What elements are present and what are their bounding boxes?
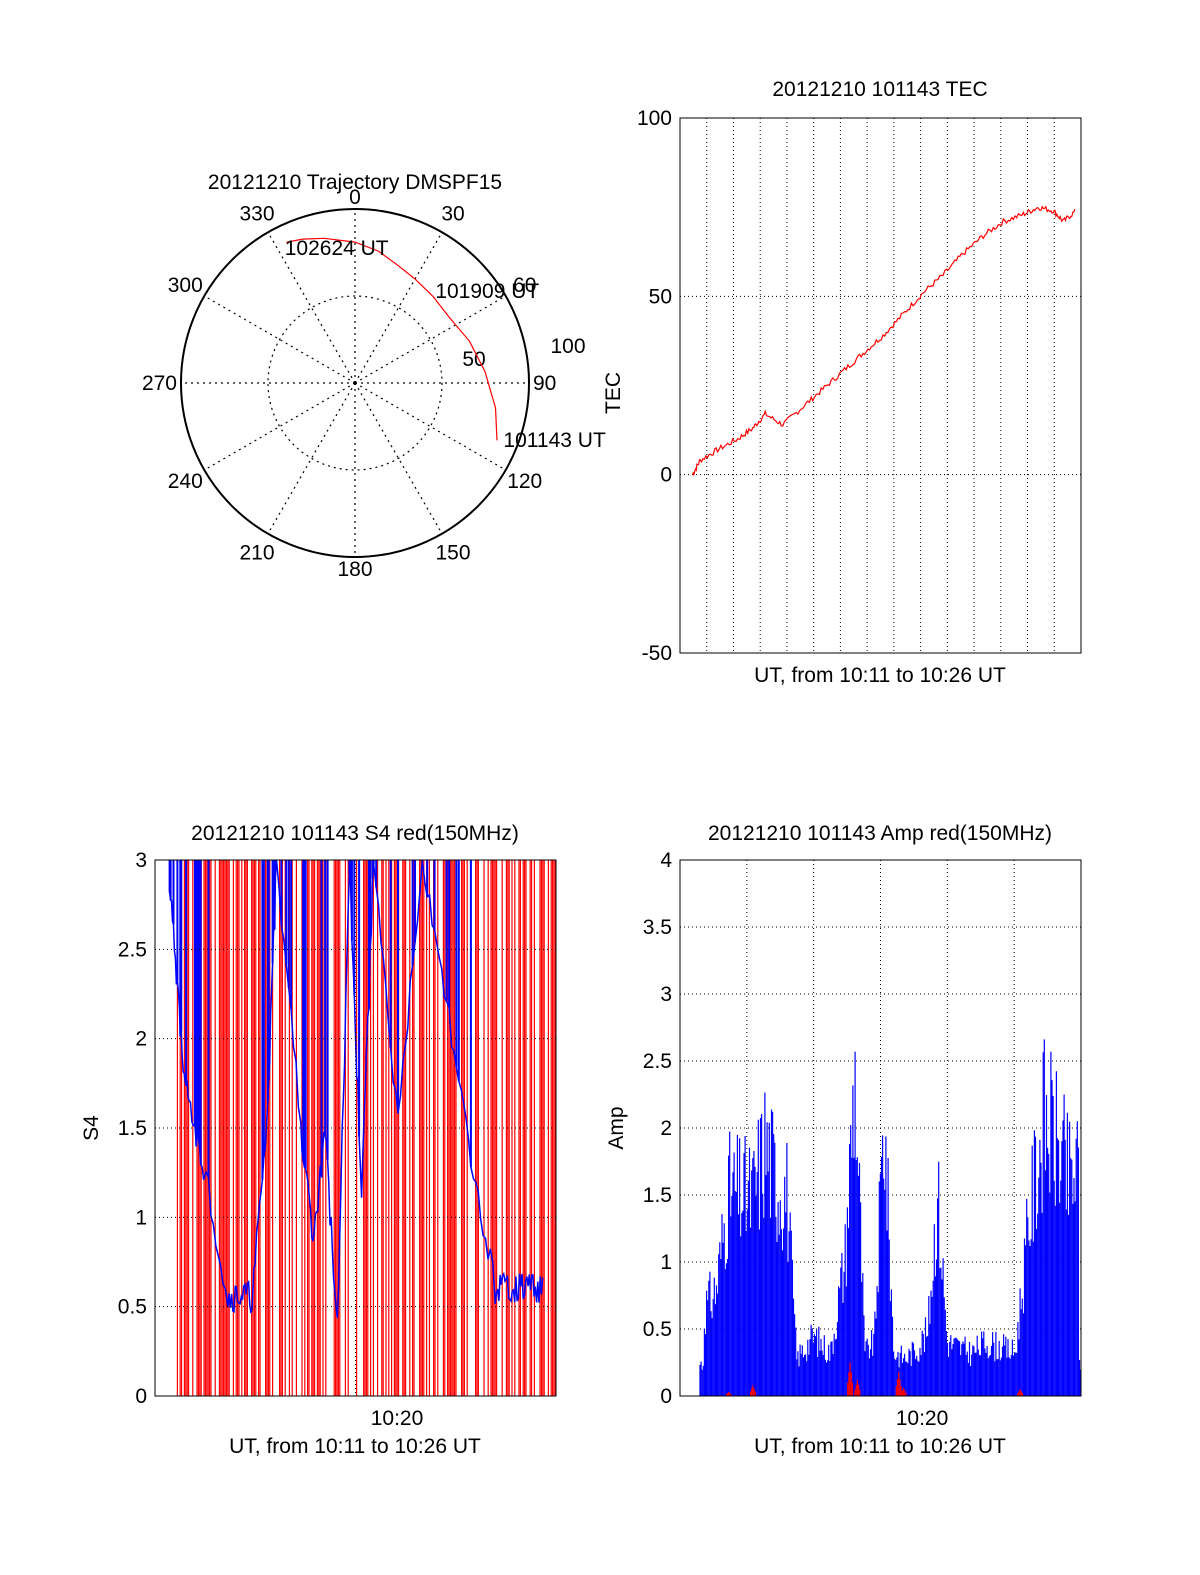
y-tick-label: 2.5 <box>643 1050 672 1073</box>
s4-x-tick-1020: 10:20 <box>371 1407 424 1430</box>
polar-spoke-30 <box>354 232 443 384</box>
polar-angle-label: 330 <box>239 202 274 225</box>
polar-spoke-330 <box>267 232 356 384</box>
polar-angle-label: 270 <box>142 372 177 395</box>
polar-spoke-210 <box>267 382 356 534</box>
polar-angle-label: 90 <box>533 372 556 395</box>
tec-y-label: TEC <box>602 372 625 414</box>
trajectory-annotations: 102624 UT 101909 UT 101143 UT <box>285 237 606 452</box>
y-tick-label: 1.5 <box>643 1184 672 1207</box>
s4-blue-series <box>168 859 544 1318</box>
y-tick-label: 3 <box>660 983 672 1006</box>
polar-angle-label: 60 <box>513 274 536 297</box>
y-tick-label: 3.5 <box>643 916 672 939</box>
trajectory-line <box>286 237 498 441</box>
amp-title: 20121210 101143 Amp red(150MHz) <box>708 822 1052 845</box>
polar-radius-labels: 50 100 <box>462 335 585 371</box>
s4-red-spikes <box>176 860 557 1396</box>
amp-y-label: Amp <box>605 1106 628 1149</box>
trajectory-annotation: 102624 UT <box>285 237 389 260</box>
y-tick-label: 2 <box>660 1117 672 1140</box>
polar-spoke-240 <box>204 382 356 471</box>
s4-axes-frame <box>154 859 557 1397</box>
y-tick-label: 50 <box>649 285 672 308</box>
tec-x-label: UT, from 10:11 to 10:26 UT <box>754 664 1006 687</box>
y-tick-label: 0 <box>660 1385 672 1408</box>
polar-angle-label: 150 <box>435 542 470 565</box>
y-tick-label: -50 <box>642 642 672 665</box>
tec-series-line <box>691 205 1076 477</box>
polar-radius-label: 100 <box>550 335 585 358</box>
polar-spoke-150 <box>354 382 443 534</box>
y-tick-label: 2.5 <box>118 938 147 961</box>
y-tick-label: 100 <box>637 107 672 130</box>
polar-angle-label: 300 <box>168 274 203 297</box>
polar-angle-label: 180 <box>337 558 372 581</box>
polar-ring-50 <box>267 295 443 471</box>
s4-blue-fill <box>168 860 472 1180</box>
s4-grid <box>155 860 556 1396</box>
tec-axes-frame <box>679 117 1082 654</box>
polar-spoke-300 <box>204 295 356 384</box>
polar-ring-100 <box>180 208 530 558</box>
trajectory-annotation: 101909 UT <box>435 280 539 303</box>
s4-panel: 20121210 101143 S4 red(150MHz) 0 0.5 1 1.5 2… <box>80 822 557 1458</box>
polar-radius-label: 50 <box>462 348 485 371</box>
polar-spoke-120 <box>354 382 506 471</box>
tec-y-ticks: -50 0 50 100 <box>637 107 672 665</box>
trajectory-annotation: 101143 UT <box>503 429 606 452</box>
y-tick-label: 0.5 <box>643 1318 672 1341</box>
amp-panel: 20121210 101143 Amp red(150MHz) 0 0.5 1 1.5… <box>605 822 1082 1458</box>
y-tick-label: 1 <box>135 1206 147 1229</box>
tec-title: 20121210 101143 TEC <box>772 78 987 101</box>
amp-blue-spikes <box>699 1039 1082 1396</box>
amp-x-tick-1020: 10:20 <box>896 1407 949 1430</box>
y-tick-label: 4 <box>660 849 672 872</box>
s4-title: 20121210 101143 S4 red(150MHz) <box>191 822 519 845</box>
polar-angle-label: 240 <box>168 470 203 493</box>
polar-panel: 20121210 Trajectory DMSPF15 0 30 60 90 120 15… <box>142 171 606 581</box>
s4-y-label: S4 <box>80 1115 103 1141</box>
y-tick-label: 3 <box>135 849 147 872</box>
tec-panel: 20121210 101143 TEC -50 0 50 100 UT, from 1… <box>602 78 1082 687</box>
polar-angle-label: 30 <box>441 202 464 225</box>
amp-x-label: UT, from 10:11 to 10:26 UT <box>754 1435 1006 1458</box>
polar-spoke-60 <box>354 295 506 384</box>
polar-angle-label: 0 <box>349 186 361 209</box>
y-tick-label: 0 <box>660 464 672 487</box>
s4-x-label: UT, from 10:11 to 10:26 UT <box>229 1435 481 1458</box>
polar-angle-labels: 0 30 60 90 120 150 180 210 240 270 300 330 <box>142 186 556 581</box>
tec-grid <box>680 118 1081 653</box>
polar-grid <box>180 208 530 558</box>
y-tick-label: 0 <box>135 1385 147 1408</box>
amp-red-spikes <box>725 1362 1024 1396</box>
y-tick-label: 0.5 <box>118 1296 147 1319</box>
polar-angle-label: 210 <box>239 542 274 565</box>
s4-y-ticks: 0 0.5 1 1.5 2 2.5 3 <box>118 849 147 1408</box>
polar-angle-label: 120 <box>507 470 542 493</box>
y-tick-label: 2 <box>135 1028 147 1051</box>
amp-y-ticks: 0 0.5 1 1.5 2 2.5 3 3.5 4 <box>643 849 673 1408</box>
y-tick-label: 1.5 <box>118 1117 147 1140</box>
y-tick-label: 1 <box>660 1251 672 1274</box>
amp-axes-frame <box>679 859 1082 1397</box>
polar-title: 20121210 Trajectory DMSPF15 <box>208 171 502 194</box>
